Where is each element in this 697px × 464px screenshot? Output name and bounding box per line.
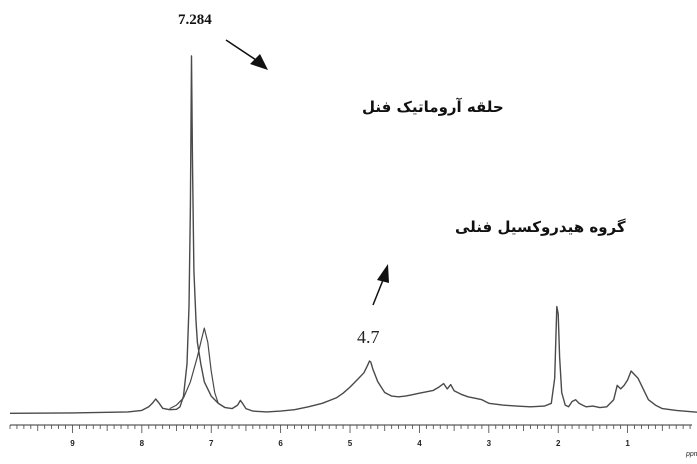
annotation-aromatic-ring: حلقه آروماتیک فنل	[362, 98, 504, 116]
x-tick-label: 7	[209, 439, 214, 448]
arrow-aromatic	[225, 39, 268, 70]
annotation-hydroxyl-group: گروه هیدروکسیل فنلی	[455, 218, 626, 236]
arrow-hydroxyl	[372, 264, 389, 306]
x-tick-label: 2	[556, 439, 561, 448]
x-tick-label: 6	[278, 439, 283, 448]
x-tick-label: 3	[487, 439, 492, 448]
spectrum-line-secondary	[169, 327, 226, 410]
spectrum-line-main	[9, 55, 697, 414]
x-axis: 9 8 7 6 5 4 3 2 1	[9, 424, 692, 448]
x-tick-label: 1	[625, 439, 630, 448]
x-axis-unit: ppm	[685, 451, 697, 458]
spectrum-traces	[9, 55, 697, 414]
x-tick-label: 4	[417, 439, 422, 448]
peak-label-47: 4.7	[357, 327, 380, 347]
peak-label-7284: 7.284	[178, 12, 212, 28]
x-tick-label: 5	[348, 439, 353, 448]
x-tick-label: 9	[70, 439, 75, 448]
x-tick-label: 8	[140, 439, 145, 448]
